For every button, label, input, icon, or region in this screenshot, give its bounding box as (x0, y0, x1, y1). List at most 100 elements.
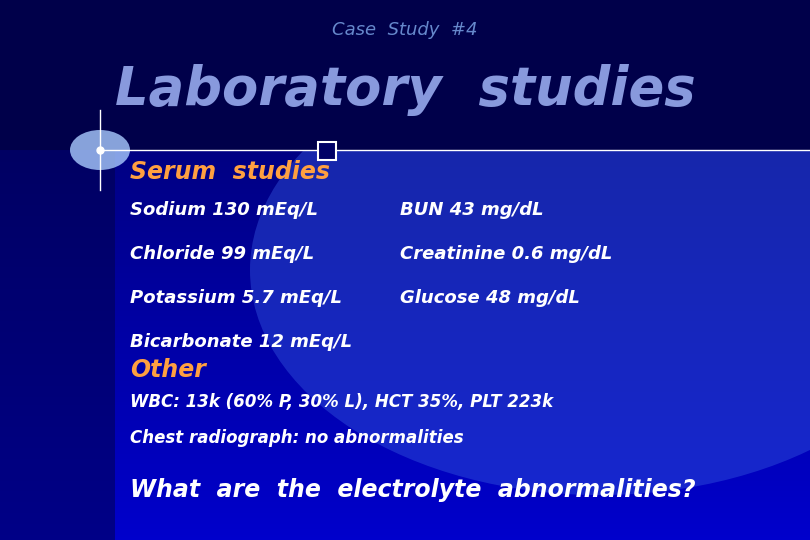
Bar (0, 480, 810, 483)
Ellipse shape (250, 45, 810, 495)
Bar (0, 115, 810, 119)
Bar (0, 85, 810, 89)
Bar (0, 355, 810, 359)
Bar (0, 231, 810, 235)
Bar (0, 153, 810, 157)
Bar (0, 239, 810, 243)
Bar (0, 42, 810, 46)
Bar (0, 255, 810, 259)
Bar (0, 99, 810, 103)
Bar (0, 18, 810, 22)
Bar (0, 277, 810, 281)
Bar (0, 296, 810, 300)
Bar (0, 188, 810, 192)
Bar (0, 223, 810, 227)
Text: Case  Study  #4: Case Study #4 (332, 21, 478, 39)
Bar (0, 396, 810, 400)
Bar (0, 498, 810, 502)
Bar (0, 118, 810, 122)
Bar (0, 172, 810, 176)
Bar (0, 380, 810, 383)
Bar (0, 83, 810, 86)
Bar (0, 169, 810, 173)
Bar (0, 247, 810, 251)
Bar (0, 536, 810, 540)
Bar (0, 455, 810, 459)
Bar (0, 323, 810, 327)
Bar (0, 471, 810, 475)
Bar (0, 26, 810, 30)
Bar (0, 488, 810, 491)
Bar (0, 77, 810, 81)
Bar (0, 385, 810, 389)
Bar (0, 2, 810, 5)
Bar (0, 531, 810, 535)
Bar (0, 226, 810, 230)
Bar (0, 258, 810, 262)
Bar (0, 353, 810, 356)
Bar (0, 237, 810, 240)
Bar (0, 282, 810, 286)
Bar (0, 515, 810, 518)
Bar (0, 393, 810, 397)
Bar (0, 102, 810, 105)
Bar (0, 12, 810, 16)
Bar (0, 34, 810, 38)
Bar (0, 10, 810, 14)
Bar (0, 285, 810, 289)
Bar (0, 404, 810, 408)
Text: Glucose 48 mg/dL: Glucose 48 mg/dL (400, 289, 580, 307)
Bar (0, 482, 810, 486)
Bar (0, 245, 810, 248)
Ellipse shape (70, 130, 130, 170)
Bar (0, 447, 810, 451)
Bar (0, 53, 810, 57)
Bar (0, 434, 810, 437)
Bar (0, 363, 810, 367)
Bar (0, 412, 810, 416)
Bar (0, 318, 810, 321)
Bar (0, 228, 810, 232)
Bar (0, 96, 810, 100)
Bar (0, 520, 810, 524)
Bar (0, 312, 810, 316)
Bar (0, 358, 810, 362)
Bar (0, 272, 810, 275)
Bar (0, 212, 810, 216)
Bar (0, 439, 810, 443)
Bar (0, 174, 810, 178)
Bar (0, 436, 810, 440)
Bar (0, 450, 810, 454)
Bar (0, 104, 810, 108)
Bar (0, 444, 810, 448)
Bar (0, 250, 810, 254)
Bar (0, 288, 810, 292)
Bar (0, 374, 810, 378)
Bar (0, 134, 810, 138)
Bar (0, 123, 810, 127)
Bar (0, 442, 810, 446)
Bar (0, 66, 810, 70)
Bar (0, 493, 810, 497)
Bar (0, 199, 810, 202)
Bar (0, 458, 810, 462)
Bar (0, 466, 810, 470)
Bar (0, 347, 810, 351)
Bar (0, 269, 810, 273)
Bar (0, 142, 810, 146)
Bar (0, 75, 810, 78)
Bar (0, 309, 810, 313)
Bar (0, 399, 810, 402)
Bar (0, 120, 810, 124)
Bar (0, 431, 810, 435)
Bar (0, 191, 810, 194)
Bar (0, 361, 810, 365)
Text: BUN 43 mg/dL: BUN 43 mg/dL (400, 201, 544, 219)
Bar (0, 291, 810, 294)
Bar (0, 426, 810, 429)
Bar (0, 0, 115, 540)
Bar (0, 207, 810, 211)
Bar (0, 242, 810, 246)
Bar (0, 0, 810, 150)
Bar (0, 215, 810, 219)
